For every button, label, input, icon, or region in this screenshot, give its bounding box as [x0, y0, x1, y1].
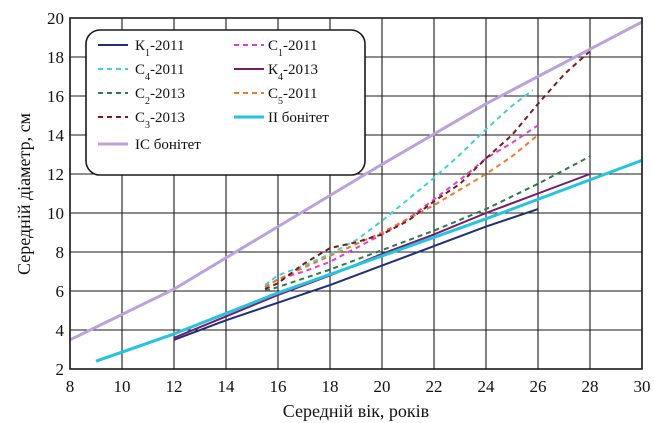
y-tick-label: 6	[56, 282, 65, 301]
legend-entry: С1-2011	[268, 38, 317, 59]
x-tick-label: 30	[634, 377, 651, 396]
y-tick-label: 14	[47, 126, 65, 145]
legend-entry: II бонітет	[268, 110, 329, 126]
series-line	[264, 89, 534, 286]
y-tick-label: 12	[47, 165, 64, 184]
x-axis-label: Середній вік, років	[283, 401, 429, 421]
series-line	[173, 208, 539, 341]
legend-entry: С2-2013	[135, 86, 185, 107]
x-tick-label: 20	[374, 377, 391, 396]
series-line	[95, 158, 643, 363]
series-line	[264, 134, 539, 288]
legend: К1-2011 С1-2011 С4-2011 К4-2013 С2-2013 С5-20…	[85, 29, 366, 176]
legend-entry: С5-2011	[268, 86, 317, 107]
series-line	[173, 173, 591, 339]
x-tick-label: 8	[66, 377, 75, 396]
series-line	[69, 20, 643, 342]
legend-box	[85, 29, 366, 176]
legend-entry: К1-2011	[135, 38, 184, 59]
x-tick-label: 22	[426, 377, 443, 396]
y-tick-label: 10	[47, 204, 64, 223]
series-layer	[69, 20, 643, 363]
series-line	[264, 155, 591, 292]
y-axis-label: Середній діаметр, см	[14, 113, 34, 275]
y-tick-label: 2	[56, 360, 65, 379]
legend-entry: С4-2011	[135, 62, 184, 83]
x-tick-label: 28	[582, 377, 599, 396]
y-tick-label: 20	[47, 9, 64, 28]
x-tick-label: 10	[114, 377, 131, 396]
y-tick-label: 8	[56, 243, 65, 262]
x-tick-label: 26	[530, 377, 547, 396]
plot-frame	[69, 17, 643, 370]
legend-entry: К4-2013	[268, 62, 318, 83]
y-tick-label: 18	[47, 48, 64, 67]
legend-entry: С3-2013	[135, 110, 185, 131]
x-tick-label: 14	[218, 377, 236, 396]
x-tick-label: 24	[478, 377, 496, 396]
legend-entry: IС бонітет	[135, 137, 201, 153]
x-tick-label: 16	[270, 377, 287, 396]
y-tick-label: 16	[47, 87, 64, 106]
x-tick-label: 18	[322, 377, 339, 396]
x-tick-label: 12	[166, 377, 183, 396]
y-tick-label: 4	[56, 321, 65, 340]
